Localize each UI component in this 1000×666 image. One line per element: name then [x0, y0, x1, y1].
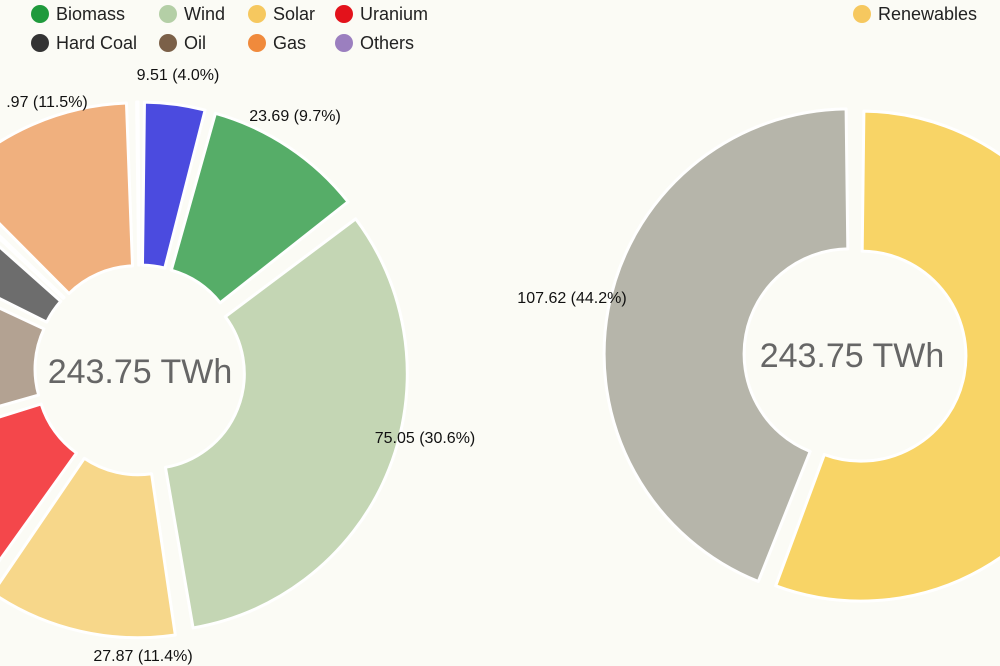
legend-label-2-1: Renewables — [878, 4, 977, 24]
center-total-2: 243.75 TWh — [760, 337, 945, 375]
data-label-1-9: .97 (11.5%) — [6, 94, 88, 111]
donut-chart-1: erBiomassWindSolarUraniumlHard CoalOilGa… — [0, 4, 475, 665]
legend-label-1-5: Uranium — [360, 4, 428, 24]
slice-1-8[interactable] — [0, 185, 66, 300]
slice-1-10[interactable] — [135, 100, 141, 267]
slice-1-1[interactable] — [140, 100, 207, 270]
data-label-1-1: 9.51 (4.0%) — [137, 67, 220, 84]
donut-chart-2: Renewables 107.62 (44.2%) 243.75 TWh — [517, 4, 1000, 603]
legend-1: erBiomassWindSolarUraniumlHard CoalOilGa… — [31, 4, 428, 53]
slice-1-9[interactable] — [0, 101, 134, 296]
slice-1-2[interactable] — [169, 111, 350, 305]
legend-2: Renewables — [853, 4, 977, 24]
legend-swatch-1-4[interactable] — [248, 5, 266, 23]
legend-label-1-8: Oil — [184, 33, 206, 53]
slice-2-1[interactable] — [774, 109, 1000, 603]
legend-swatch-1-8[interactable] — [159, 34, 177, 52]
legend-label-1-9: Gas — [273, 33, 306, 53]
legend-label-1-7: Hard Coal — [56, 33, 137, 53]
legend-swatch-1-9[interactable] — [248, 34, 266, 52]
legend-swatch-1-7[interactable] — [31, 34, 49, 52]
data-label-1-2: 23.69 (9.7%) — [249, 108, 341, 125]
data-label-1-4: 27.87 (11.4%) — [93, 648, 192, 665]
legend-swatch-1-2[interactable] — [31, 5, 49, 23]
legend-label-1-3: Wind — [184, 4, 225, 24]
data-label-2-2: 107.62 (44.2%) — [517, 290, 626, 307]
legend-label-1-2: Biomass — [56, 4, 125, 24]
slice-1-6[interactable] — [0, 260, 46, 440]
data-label-1-3: 75.05 (30.6%) — [375, 430, 476, 447]
legend-label-1-4: Solar — [273, 4, 315, 24]
slice-1-5[interactable] — [0, 402, 79, 586]
legend-swatch-1-3[interactable] — [159, 5, 177, 23]
center-total-1: 243.75 TWh — [48, 353, 233, 391]
legend-label-1-10: Others — [360, 33, 414, 53]
slice-1-4[interactable] — [0, 456, 177, 640]
slice-2-2[interactable] — [602, 107, 850, 583]
legend-swatch-1-5[interactable] — [335, 5, 353, 23]
legend-swatch-2-1[interactable] — [853, 5, 871, 23]
legend-swatch-1-10[interactable] — [335, 34, 353, 52]
slice-1-7[interactable] — [0, 193, 63, 324]
slice-1-3[interactable] — [163, 217, 409, 630]
